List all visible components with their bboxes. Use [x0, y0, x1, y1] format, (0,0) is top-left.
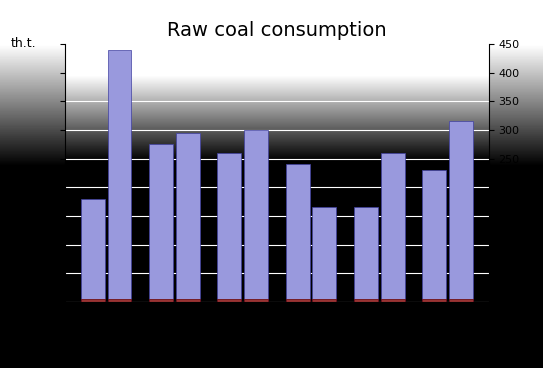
Bar: [286, 299, 310, 302]
Bar: [312, 207, 336, 302]
Bar: [312, 299, 336, 302]
Bar: [149, 144, 173, 302]
Bar: [218, 153, 242, 302]
Bar: [354, 299, 378, 302]
Bar: [176, 133, 200, 302]
Bar: [81, 199, 105, 302]
Title: Raw coal consumption: Raw coal consumption: [167, 21, 387, 40]
Bar: [244, 130, 268, 302]
Bar: [381, 153, 405, 302]
Bar: [354, 207, 378, 302]
Bar: [81, 299, 105, 302]
Bar: [244, 299, 268, 302]
Bar: [108, 50, 131, 302]
Text: th.t.: th.t.: [11, 37, 36, 50]
Bar: [449, 299, 473, 302]
Bar: [449, 121, 473, 302]
Bar: [176, 299, 200, 302]
Bar: [422, 170, 446, 302]
Bar: [422, 299, 446, 302]
Bar: [286, 164, 310, 302]
Bar: [149, 299, 173, 302]
Bar: [381, 299, 405, 302]
Bar: [108, 299, 131, 302]
Bar: [218, 299, 242, 302]
